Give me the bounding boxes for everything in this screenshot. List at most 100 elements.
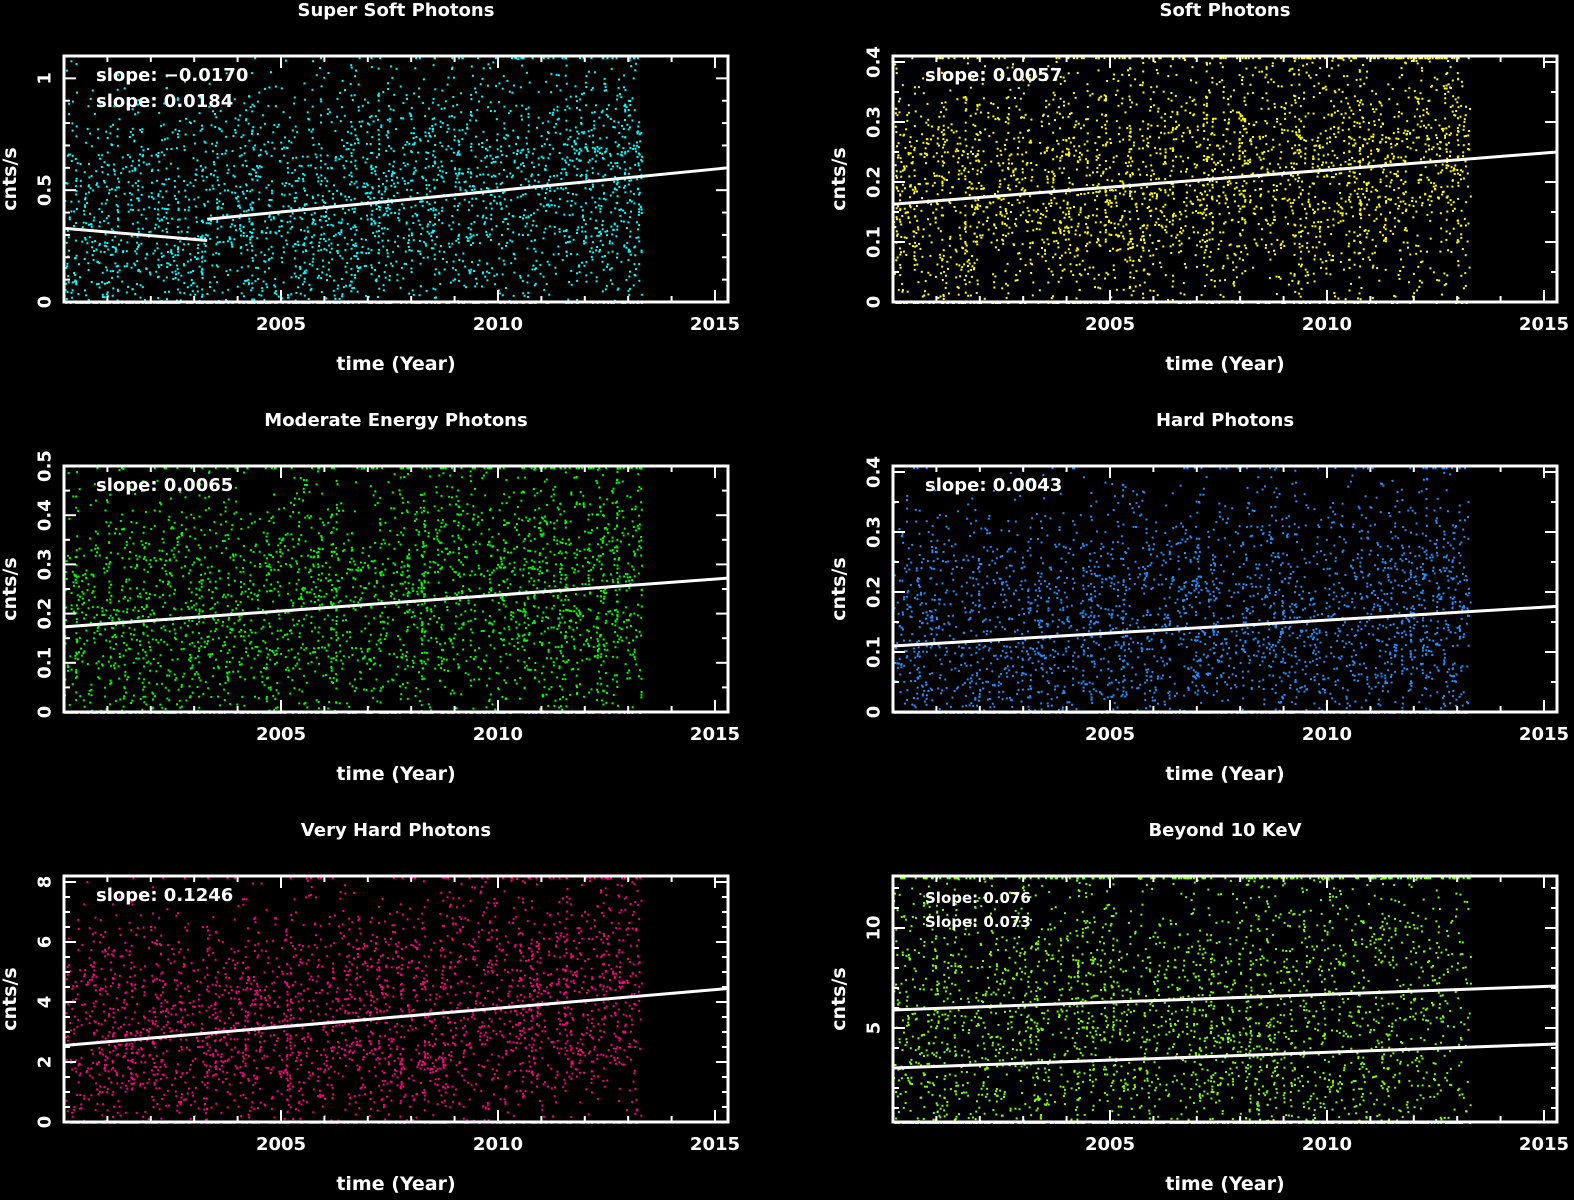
data-point [1322, 154, 1325, 157]
data-point [414, 212, 417, 215]
data-point [134, 113, 137, 116]
data-point [118, 269, 121, 272]
data-point [916, 226, 919, 229]
data-point [1073, 154, 1076, 157]
data-point [584, 241, 587, 244]
data-point [316, 276, 319, 279]
data-point [172, 278, 175, 280]
data-point [590, 255, 593, 258]
data-point [282, 281, 285, 284]
data-point [306, 155, 309, 158]
data-point [155, 270, 158, 273]
data-point [450, 228, 453, 231]
data-point [121, 156, 124, 159]
data-point [378, 216, 381, 219]
data-point [941, 189, 944, 192]
data-point [616, 256, 618, 259]
data-point [1035, 210, 1038, 213]
data-point [470, 268, 473, 271]
data-point [457, 238, 460, 240]
data-point [1398, 76, 1401, 79]
data-point [527, 274, 530, 277]
data-point [452, 260, 455, 263]
data-point [974, 124, 977, 127]
data-point [150, 196, 153, 199]
data-point [944, 140, 947, 143]
data-point [367, 101, 370, 104]
data-point [1373, 120, 1376, 123]
data-point [521, 118, 523, 121]
data-point [522, 217, 524, 220]
data-point [259, 126, 262, 129]
data-point [434, 243, 437, 246]
data-point [494, 283, 497, 286]
data-point [1142, 120, 1145, 123]
data-point [485, 270, 488, 273]
data-point [623, 105, 626, 107]
data-point [1124, 258, 1127, 261]
data-point [408, 292, 411, 295]
data-point [565, 254, 568, 257]
data-point [1448, 232, 1451, 235]
data-point [305, 236, 308, 239]
data-point [231, 245, 234, 248]
data-point [1201, 193, 1203, 196]
data-point [354, 207, 357, 210]
data-point [396, 279, 399, 282]
data-point [157, 297, 160, 299]
data-point [629, 104, 632, 106]
data-point [1359, 208, 1362, 211]
data-point [561, 258, 564, 261]
data-point [639, 140, 642, 143]
data-point [242, 234, 245, 237]
data-point [380, 197, 383, 199]
data-point [1438, 154, 1441, 157]
data-point [410, 118, 413, 121]
data-point [634, 69, 637, 72]
data-point [1389, 171, 1392, 174]
data-point [503, 218, 506, 221]
data-point [377, 178, 380, 180]
data-point [270, 71, 272, 74]
data-point [351, 208, 354, 211]
data-point [322, 201, 325, 204]
data-point [1249, 83, 1252, 86]
data-point [1392, 232, 1395, 235]
data-point [96, 182, 99, 185]
data-point [604, 86, 607, 89]
data-point [442, 180, 445, 183]
data-point [557, 253, 560, 255]
data-point [1028, 141, 1031, 144]
data-point [583, 242, 586, 245]
data-point [336, 115, 339, 118]
data-point [965, 244, 968, 247]
data-point [941, 206, 944, 209]
data-point [1408, 87, 1411, 90]
data-point [966, 187, 969, 189]
data-point [143, 299, 146, 301]
data-point [150, 192, 153, 195]
data-point [174, 277, 177, 279]
data-point [374, 115, 377, 118]
data-point [1026, 162, 1029, 164]
data-point [1206, 160, 1208, 162]
data-point [346, 130, 349, 133]
data-point [161, 255, 163, 258]
data-point [999, 211, 1002, 213]
data-point [1086, 149, 1089, 152]
data-point [1333, 210, 1336, 213]
data-point [130, 235, 133, 238]
data-point [441, 89, 444, 92]
data-point [640, 177, 643, 180]
data-point [1447, 164, 1450, 167]
data-point [1261, 166, 1264, 169]
data-point [1067, 176, 1070, 179]
data-point [501, 234, 503, 236]
data-point [362, 156, 365, 159]
data-point [243, 152, 246, 155]
data-point [383, 190, 386, 193]
data-point [1211, 169, 1214, 172]
data-point [1042, 202, 1045, 205]
data-point [488, 145, 491, 148]
